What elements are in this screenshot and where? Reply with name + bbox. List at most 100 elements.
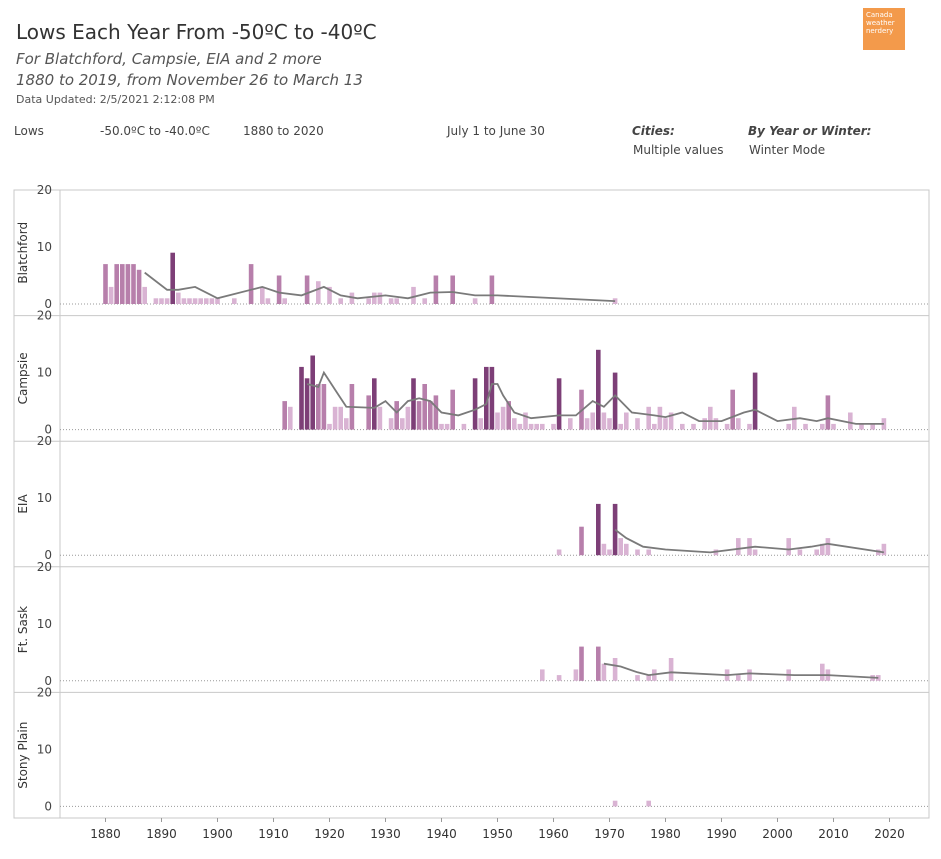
bar: [803, 423, 808, 430]
bar: [344, 418, 349, 430]
y-tick-label: 10: [37, 742, 52, 756]
bar: [265, 298, 271, 304]
bar: [321, 384, 327, 430]
bar: [848, 412, 853, 430]
bar: [433, 395, 439, 430]
bar: [366, 395, 371, 430]
bar: [377, 292, 383, 304]
y-tick-label: 10: [37, 240, 52, 254]
bar: [876, 675, 881, 681]
bar: [338, 298, 343, 304]
bar: [859, 423, 864, 430]
brand-logo[interactable]: Canada weather nerdery: [863, 8, 905, 50]
bar: [450, 275, 455, 304]
mode-filter-label: By Year or Winter:: [748, 124, 872, 138]
bar: [635, 549, 640, 556]
x-tick-label: 1940: [426, 827, 457, 841]
bar: [394, 401, 399, 430]
y-tick-label: 0: [44, 799, 52, 813]
bar: [607, 549, 612, 556]
bar: [584, 418, 590, 430]
chart-title: Lows Each Year From -50ºC to -40ºC: [16, 20, 377, 44]
bar: [215, 298, 220, 304]
bar: [825, 395, 831, 430]
panel-label-eia: EIA: [16, 494, 30, 514]
bar: [579, 646, 584, 681]
x-tick-label: 2000: [762, 827, 793, 841]
bar: [601, 543, 607, 556]
y-tick-label: 20: [37, 434, 52, 448]
bar: [461, 423, 467, 430]
bar: [332, 406, 338, 430]
bar: [831, 423, 836, 430]
bar: [444, 423, 450, 430]
filter-measure[interactable]: Lows: [14, 124, 44, 138]
bar: [500, 406, 506, 430]
bar: [612, 372, 618, 430]
bar: [304, 378, 310, 430]
bar: [142, 286, 147, 304]
bar: [411, 286, 416, 304]
y-tick-label: 0: [44, 423, 52, 437]
bar: [416, 401, 422, 430]
bar: [108, 286, 114, 304]
cities-filter-value[interactable]: Multiple values: [633, 143, 724, 157]
bar: [618, 538, 623, 556]
bar: [489, 275, 495, 304]
y-tick-label: 10: [37, 617, 52, 631]
x-tick-label: 1920: [314, 827, 345, 841]
bar: [820, 663, 825, 681]
bar: [388, 418, 394, 430]
bar: [176, 292, 181, 304]
bar: [786, 423, 791, 430]
bar: [316, 281, 321, 304]
bar: [870, 423, 875, 430]
bar: [472, 378, 478, 430]
bar: [400, 418, 405, 430]
panel-label-stony-plain: Stony Plain: [16, 722, 30, 789]
bar: [209, 298, 215, 304]
filter-year-range[interactable]: 1880 to 2020: [243, 124, 324, 138]
x-tick-label: 2010: [818, 827, 849, 841]
bar: [635, 418, 640, 430]
bar: [282, 298, 287, 304]
bar: [747, 423, 752, 430]
bar: [299, 366, 304, 430]
x-tick-label: 1890: [146, 827, 177, 841]
bar: [702, 418, 707, 430]
bar: [612, 503, 618, 556]
trend-line: [144, 271, 616, 302]
filter-temperature-range[interactable]: -50.0ºC to -40.0ºC: [100, 124, 210, 138]
bar: [556, 675, 562, 681]
bar: [607, 418, 612, 430]
bar: [422, 384, 427, 430]
bar: [556, 549, 562, 556]
filter-season[interactable]: July 1 to June 30: [447, 124, 545, 138]
x-tick-label: 1950: [482, 827, 513, 841]
y-tick-label: 10: [37, 366, 52, 380]
bar: [478, 418, 483, 430]
bar: [248, 264, 254, 304]
bar: [786, 538, 791, 556]
panel-label-blatchford: Blatchford: [16, 222, 30, 284]
mode-filter-value[interactable]: Winter Mode: [749, 143, 826, 157]
bar: [316, 384, 321, 430]
bar: [198, 298, 203, 304]
x-tick-label: 2020: [874, 827, 905, 841]
bar: [372, 378, 377, 430]
bar: [428, 401, 433, 430]
bar: [635, 675, 640, 681]
bar: [512, 418, 517, 430]
y-tick-label: 20: [37, 183, 52, 197]
bar: [377, 406, 383, 430]
y-tick-label: 0: [44, 674, 52, 688]
bar: [646, 549, 651, 556]
bar: [164, 298, 170, 304]
bar: [624, 543, 629, 556]
bar: [618, 423, 623, 430]
bar: [372, 292, 377, 304]
bar: [556, 378, 562, 430]
chart-subtitle-period: 1880 to 2019, from November 26 to March …: [16, 71, 363, 89]
bar: [657, 406, 663, 430]
